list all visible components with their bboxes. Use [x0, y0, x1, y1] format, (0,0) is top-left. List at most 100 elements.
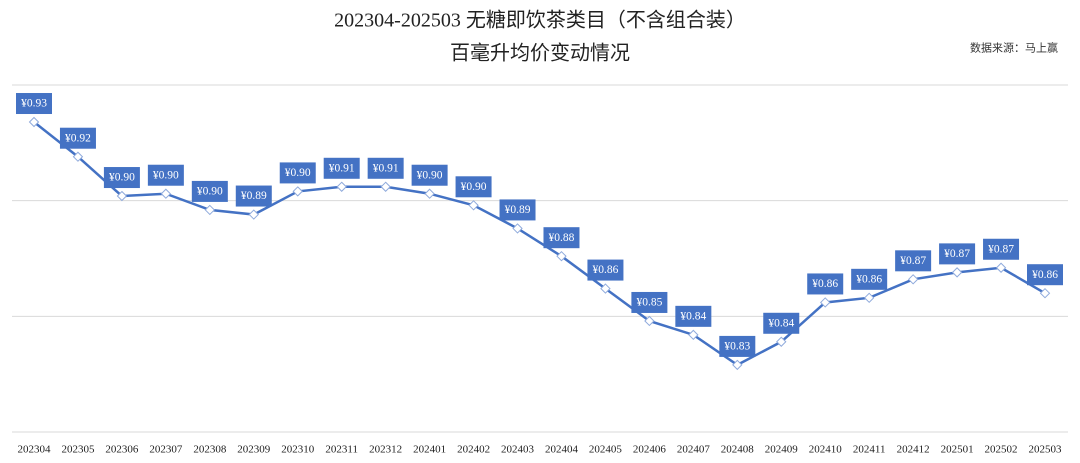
value-label-box — [367, 157, 404, 179]
point-marker — [160, 188, 172, 199]
point-marker — [380, 181, 391, 192]
x-tick-label: 202402 — [457, 444, 490, 456]
chart-subtitle: 百毫升均价变动情况 — [450, 42, 630, 65]
value-label: ¥0.90 — [153, 169, 179, 181]
value-label: ¥0.90 — [461, 181, 487, 193]
point-marker — [424, 188, 435, 199]
value-label-box — [763, 312, 800, 334]
x-tick-label: 202304 — [18, 444, 52, 456]
value-label: ¥0.85 — [636, 297, 662, 309]
value-label: ¥0.84 — [768, 317, 794, 329]
value-label-box — [983, 238, 1020, 260]
value-label: ¥0.90 — [285, 167, 311, 179]
value-label: ¥0.86 — [592, 264, 618, 276]
value-label: ¥0.86 — [1032, 269, 1058, 281]
value-label: ¥0.86 — [812, 278, 838, 290]
point-marker — [863, 292, 875, 304]
value-label-box — [499, 199, 536, 221]
x-tick-label: 202310 — [281, 444, 315, 456]
value-label-box — [543, 227, 580, 249]
point-marker — [1039, 287, 1051, 299]
point-marker — [951, 267, 963, 278]
x-tick-label: 202312 — [369, 444, 402, 456]
x-tick-label: 202307 — [149, 444, 183, 456]
x-tick-label: 202410 — [809, 444, 843, 456]
value-label: ¥0.84 — [680, 310, 706, 322]
point-marker — [732, 359, 743, 371]
value-label: ¥0.89 — [505, 204, 531, 216]
value-label: ¥0.87 — [988, 243, 1014, 255]
point-marker — [776, 336, 787, 347]
value-label-box — [147, 164, 184, 186]
value-label: ¥0.91 — [373, 162, 399, 174]
value-label-box — [191, 180, 228, 202]
value-label-box — [1027, 264, 1063, 286]
x-tick-label: 202404 — [545, 444, 579, 456]
x-tick-label: 202306 — [105, 444, 139, 456]
x-tick-label: 202501 — [941, 444, 974, 456]
value-label: ¥0.91 — [329, 162, 355, 174]
value-label-box — [411, 164, 448, 186]
x-tick-label: 202308 — [193, 444, 227, 456]
value-label-box — [59, 127, 96, 149]
point-marker — [600, 283, 611, 294]
x-tick-label: 202405 — [589, 444, 623, 456]
value-label: ¥0.89 — [241, 190, 267, 202]
x-tick-label: 202311 — [325, 444, 358, 456]
value-label-box — [323, 157, 360, 179]
x-tick-label: 202403 — [501, 444, 535, 456]
value-label-box — [675, 305, 712, 327]
x-tick-label: 202305 — [61, 444, 95, 456]
value-label-box — [851, 268, 888, 290]
value-label-box — [279, 162, 316, 184]
series-line — [33, 121, 1046, 367]
source-note: 数据来源：马上赢 — [970, 41, 1058, 55]
x-tick-label: 202309 — [237, 444, 271, 456]
point-marker — [72, 151, 84, 162]
value-label: ¥0.90 — [197, 186, 223, 198]
value-label-box — [103, 167, 140, 189]
point-marker — [820, 297, 831, 308]
x-tick-label: 202407 — [677, 444, 711, 456]
x-tick-label: 202406 — [633, 444, 667, 456]
value-label: ¥0.83 — [724, 341, 750, 353]
point-marker — [907, 274, 919, 285]
point-marker — [204, 204, 216, 216]
value-label: ¥0.88 — [549, 232, 575, 244]
value-label-box — [939, 243, 976, 265]
chart-title: 202304-202503 无糖即饮茶类目（不含组合装） — [334, 9, 746, 32]
x-tick-label: 202412 — [897, 444, 930, 456]
value-label-box — [16, 93, 52, 115]
x-tick-label: 202409 — [765, 444, 799, 456]
point-marker — [336, 181, 347, 192]
value-label: ¥0.92 — [65, 132, 91, 144]
x-tick-label: 202408 — [721, 444, 755, 456]
value-label-box — [455, 176, 492, 198]
point-marker — [292, 186, 303, 197]
value-label: ¥0.90 — [109, 172, 135, 184]
x-tick-label: 202503 — [1029, 444, 1063, 456]
value-label: ¥0.87 — [900, 255, 926, 267]
value-label: ¥0.90 — [417, 169, 443, 181]
x-tick-label: 202401 — [413, 444, 446, 456]
point-marker — [468, 200, 479, 211]
value-label-box — [631, 291, 668, 313]
value-label: ¥0.86 — [856, 273, 882, 285]
point-marker — [556, 250, 567, 262]
x-tick-label: 202411 — [853, 444, 886, 456]
value-label-box — [895, 250, 932, 272]
value-label-box — [235, 185, 272, 207]
value-label: ¥0.93 — [21, 98, 47, 110]
point-marker — [644, 315, 655, 327]
x-tick-label: 202502 — [985, 444, 1018, 456]
point-marker — [512, 223, 523, 234]
point-marker — [688, 329, 699, 341]
point-marker — [995, 262, 1007, 273]
value-label-box — [807, 273, 844, 295]
value-label: ¥0.87 — [944, 248, 970, 260]
point-marker — [28, 116, 40, 128]
point-marker — [116, 190, 128, 202]
value-label-box — [587, 259, 624, 281]
point-marker — [248, 209, 259, 220]
